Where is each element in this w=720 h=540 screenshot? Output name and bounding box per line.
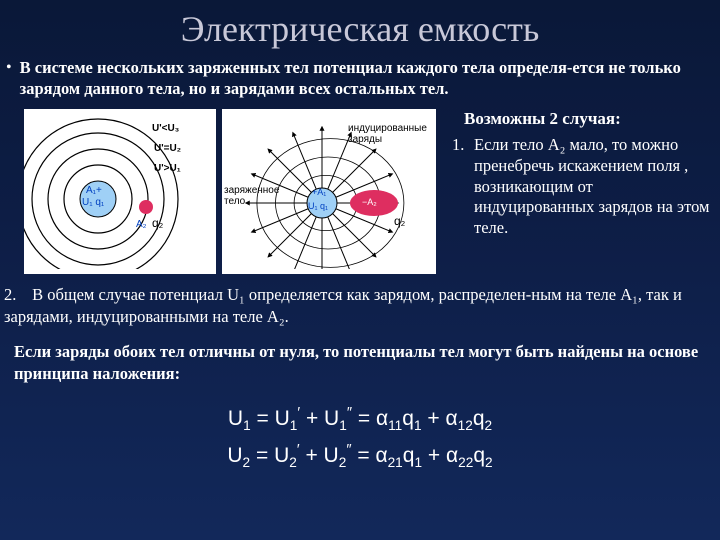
svg-text:q₂: q₂ [394,214,406,228]
bullet-icon: • [6,58,12,77]
svg-text:индуцированные: индуцированные [348,123,427,134]
svg-text:−A₂: −A₂ [362,197,377,207]
case1-text: Если тело A₂ мало, то можно пренебречь и… [474,135,710,238]
svg-text:A₁+: A₁+ [86,185,102,196]
svg-text:заряженное: заряженное [224,185,280,196]
superposition-text: Если заряды обоих тел отличны от нуля, т… [0,327,720,384]
svg-text:U₁ q₁: U₁ q₁ [308,201,328,211]
cases-heading: Возможны 2 случая: [452,109,710,129]
diagram-concentric: U'<U₃ U'=U₂ U'>U₁ A₁+U₁ q₁ A₂ q₂ [24,109,216,274]
case-1: 1. Если тело A₂ мало, то можно пренебреч… [452,135,710,238]
intro-text: В системе нескольких заряженных тел поте… [20,58,710,99]
diagram-field-lines: заряженноетело индуцированныезаряды +A₁ U₁ … [222,109,436,274]
case-2: 2. В общем случае потенциал U₁ определяе… [0,274,720,327]
svg-text:A₂: A₂ [136,219,147,230]
intro-row: • В системе нескольких заряженных тел по… [0,56,720,103]
svg-text:+A₁: +A₁ [312,187,326,197]
diagrams-row: U'<U₃U'=U₂U'>U₁A₁+U₁ q₁A₂q₂ заряженноете… [0,103,720,274]
equation-u1: U1 = U1′ + U1″ = α11q1 + α12q2 [0,402,720,437]
case1-number: 1. [452,135,474,156]
slide-title: Электрическая емкость [0,0,720,56]
equations-block: U1 = U1′ + U1″ = α11q1 + α12q2 U2 = U2′ … [0,384,720,474]
svg-text:U'>U₁: U'>U₁ [154,163,181,174]
svg-text:U'<U₃: U'<U₃ [152,123,180,134]
equation-u2: U2 = U2′ + U2″ = α21q1 + α22q2 [0,439,720,474]
svg-text:заряды: заряды [348,134,382,145]
svg-text:тело: тело [224,196,246,207]
svg-text:q₂: q₂ [152,216,164,230]
svg-text:U₁ q₁: U₁ q₁ [82,197,105,208]
case2-text: В общем случае потенциал U₁ определяется… [4,285,682,325]
case2-number: 2. [4,284,28,305]
right-column: Возможны 2 случая: 1. Если тело A₂ мало,… [442,109,710,238]
svg-text:U'=U₂: U'=U₂ [154,143,181,154]
